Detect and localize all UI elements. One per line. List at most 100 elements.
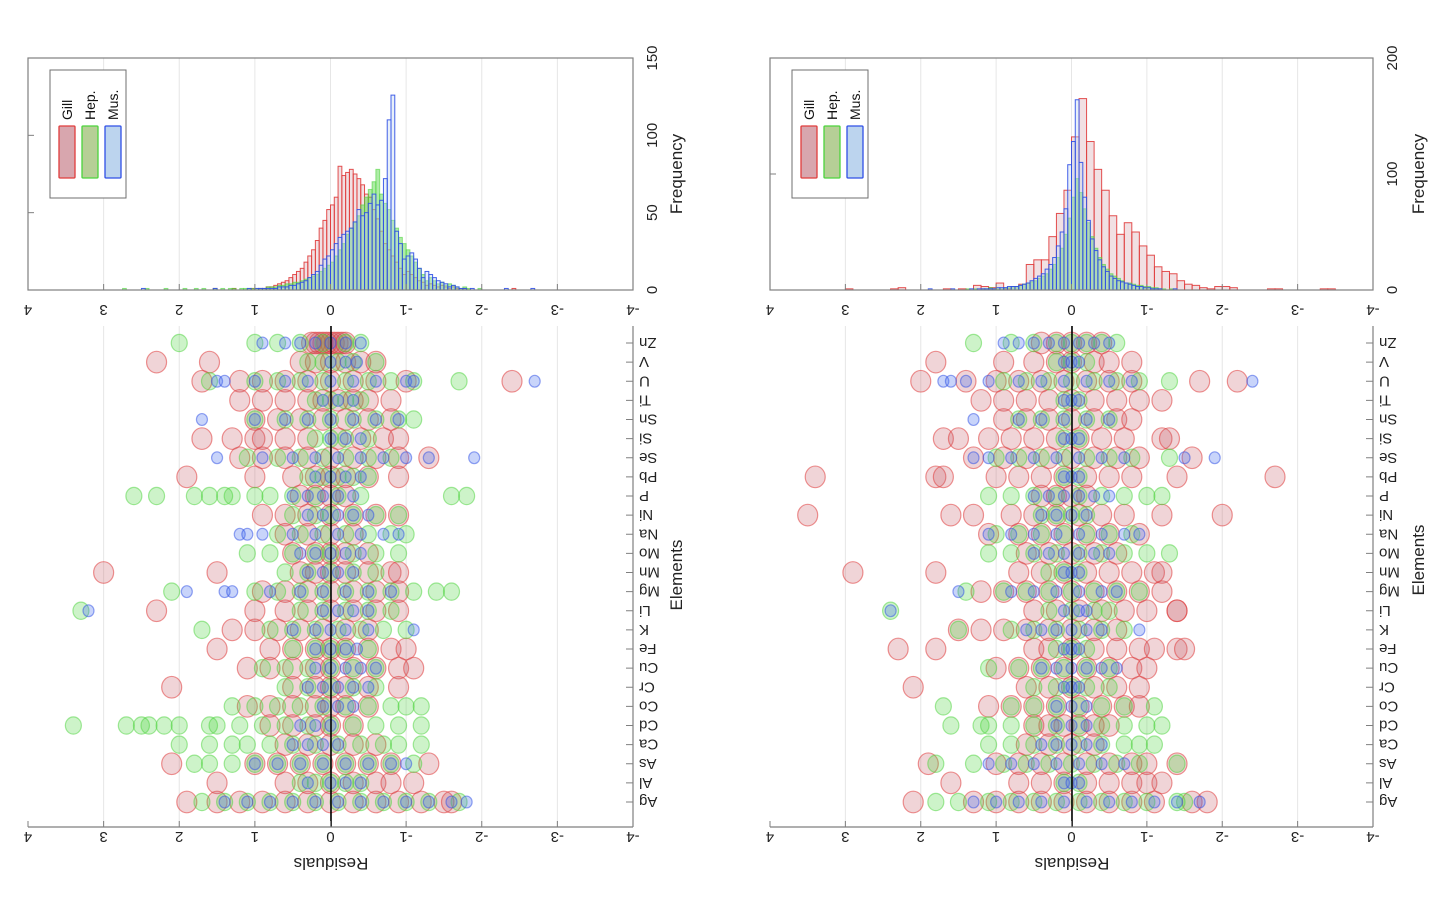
scatter-point-hep [458, 486, 476, 506]
scatter-point-mus [384, 585, 398, 599]
scatter-point-hep [927, 792, 945, 812]
histogram-bar-mus [1131, 284, 1137, 291]
legend-swatch-hep [823, 125, 841, 179]
histogram-bar-mus [1123, 282, 1129, 291]
scatter-point-mus [294, 336, 307, 350]
histogram-bar-mus [413, 258, 418, 291]
scatter-point-mus [301, 412, 314, 427]
scatter-point-gill [244, 408, 266, 431]
scatter-point-hep [979, 658, 998, 678]
scatter-point-mus [354, 432, 367, 446]
scatter-point-mus [884, 604, 897, 618]
scatter-point-mus [309, 546, 322, 560]
scatter-point-gill [274, 388, 296, 412]
right-scatter-points [797, 331, 1286, 814]
scatter-point-gill [1226, 369, 1248, 393]
scatter-point-gill [244, 618, 266, 642]
scatter-point-gill [797, 503, 819, 527]
scatter-point-mus [407, 374, 420, 388]
histogram-bar-mus [307, 277, 313, 291]
scatter-point-mus [1110, 585, 1123, 599]
histogram-bar-mus [428, 274, 434, 291]
scatter-point-hep [246, 697, 264, 716]
scatter-point-mus [982, 451, 995, 465]
histogram-bar-mus [371, 193, 377, 291]
scatter-point-hep [1040, 563, 1058, 582]
scatter-point-mus [1027, 489, 1040, 503]
scatter-point-mus [354, 776, 367, 790]
scatter-point-hep [1138, 716, 1156, 735]
histogram-bar-mus [1097, 259, 1103, 291]
scatter-point-gill [932, 427, 954, 451]
scatter-point-mus [1170, 795, 1184, 809]
scatter-point-mus [309, 623, 322, 637]
scatter-point-mus [316, 680, 330, 694]
scatter-point-gill [1158, 427, 1181, 451]
scatter-point-gill [1166, 599, 1188, 623]
scatter-point-hep [427, 582, 445, 601]
scatter-point-hep [208, 716, 226, 735]
scatter-point-hep [1025, 678, 1043, 697]
scatter-point-mus [248, 412, 261, 427]
scatter-point-hep [1100, 678, 1118, 697]
legend-label-hep: Hep. [824, 90, 840, 120]
scatter-point-hep [200, 735, 219, 754]
scatter-point-mus [294, 546, 307, 560]
histogram-bar-mus [1037, 275, 1042, 291]
scatter-point-hep [1002, 544, 1020, 563]
scatter-point-gill [387, 561, 410, 584]
element-label-si: Si [639, 430, 652, 447]
histogram-bar-mus [295, 283, 301, 291]
scatter-point-hep [979, 544, 998, 563]
histogram-bar-mus [1101, 266, 1106, 291]
scatter-point-gill [1143, 637, 1166, 661]
scatter-point-gill [970, 388, 992, 412]
legend-swatch-mus [104, 125, 122, 179]
histogram-bar-mus [375, 204, 381, 291]
scatter-point-mus [331, 604, 345, 618]
histogram-bar-mus [1093, 250, 1099, 291]
scatter-point-gill [1151, 503, 1173, 527]
scatter-point-mus [967, 795, 980, 809]
element-label-fe: Fe [639, 640, 657, 657]
histogram-bar-mus [1052, 257, 1057, 291]
scatter-point-mus [407, 623, 420, 637]
scatter-point-gill [1098, 350, 1120, 374]
left-histogram-panel: 4 3 2 1 0 -1 -2 -3 -4 0 50 100 150 Frequency Gill He… [24, 45, 686, 318]
scatter-point-hep [170, 716, 188, 735]
scatter-point-gill [1023, 350, 1045, 374]
scatter-point-mus [1072, 355, 1086, 369]
scatter-point-hep [367, 563, 385, 582]
scatter-point-mus [1118, 757, 1131, 771]
scatter-point-hep [1100, 601, 1118, 620]
scatter-point-mus [982, 757, 995, 771]
scatter-point-mus [309, 795, 322, 809]
left-histogram-frequency-ticks: 0 50 100 150 [644, 45, 661, 294]
scatter-point-gill [1030, 465, 1052, 489]
scatter-point-gill [387, 503, 410, 527]
scatter-point-hep [1145, 735, 1164, 754]
scatter-point-mus [1035, 412, 1048, 427]
frequency-tick-label: 0 [644, 286, 661, 294]
histogram-bar-mus [352, 221, 358, 291]
scatter-point-mus [195, 412, 209, 427]
left-histogram-residual-ticks: 4 3 2 1 0 -1 -2 -3 -4 [24, 284, 640, 318]
element-label-mo: Mo [1379, 544, 1400, 561]
scatter-point-gill [1000, 427, 1022, 451]
scatter-point-hep [1093, 697, 1111, 716]
scatter-point-gill [274, 427, 296, 451]
scatter-point-mus [286, 795, 299, 809]
scatter-point-gill [1113, 427, 1135, 451]
left-scatter-element-ticks: Zn VU Ti Sn Si Se Pb P Ni Na Mo Mn Mg Li K Fe Cu Cr Co Cd Ca… [626, 334, 660, 810]
scatter-point-hep [1002, 716, 1020, 735]
histogram-bar-mus [330, 249, 335, 291]
scatter-point-gill [1121, 771, 1143, 795]
scatter-point-mus [309, 718, 322, 733]
scatter-point-mus [316, 565, 330, 580]
histogram-bar-mus [398, 243, 403, 291]
scatter-point-mus [1072, 642, 1086, 656]
scatter-point-hep [253, 716, 272, 735]
scatter-point-mus [286, 738, 299, 752]
histogram-bar-mus [432, 277, 437, 291]
